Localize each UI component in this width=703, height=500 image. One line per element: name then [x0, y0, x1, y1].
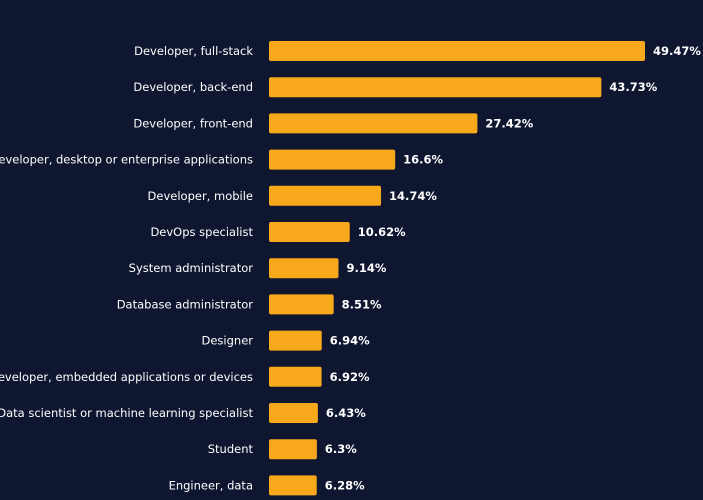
bar [269, 366, 322, 387]
bar [269, 475, 317, 496]
bar [269, 294, 334, 315]
value-label: 8.51% [342, 297, 382, 311]
value-label: 6.3% [325, 442, 357, 456]
value-label: 14.74% [389, 189, 437, 203]
category-label: Developer, mobile [148, 189, 253, 203]
bar [269, 77, 602, 98]
category-label: Developer, full-stack [134, 44, 253, 58]
value-label: 6.43% [326, 406, 366, 420]
category-label: Data scientist or machine learning speci… [0, 406, 253, 420]
bar [269, 403, 318, 423]
bar [269, 113, 478, 134]
bar [269, 41, 645, 61]
category-label: Student [208, 442, 254, 456]
value-label: 16.6% [403, 153, 443, 167]
category-label: Designer [201, 334, 253, 348]
bar [269, 185, 382, 206]
bar [269, 258, 339, 279]
category-label: Developer, desktop or enterprise applica… [0, 153, 253, 167]
category-label: Engineer, data [169, 478, 253, 492]
value-label: 27.42% [485, 116, 533, 130]
bar [269, 222, 350, 242]
category-label: Database administrator [117, 297, 254, 311]
value-label: 9.14% [346, 261, 386, 275]
category-label: DevOps specialist [150, 225, 253, 239]
category-label: Developer, back-end [133, 80, 253, 94]
value-label: 49.47% [653, 44, 701, 58]
value-label: 43.73% [609, 80, 657, 94]
value-label: 6.28% [325, 478, 365, 492]
chart-marks: Developer, full-stack 49.47% Developer, ba… [0, 41, 701, 496]
value-label: 10.62% [358, 225, 406, 239]
category-label: Developer, front-end [133, 116, 253, 130]
category-label: Developer, embedded applications or devi… [0, 370, 253, 384]
value-label: 6.94% [330, 334, 370, 348]
value-label: 6.92% [330, 370, 370, 384]
bar [269, 330, 322, 351]
bar [269, 149, 396, 170]
category-label: System administrator [129, 261, 254, 275]
bar [269, 439, 317, 460]
